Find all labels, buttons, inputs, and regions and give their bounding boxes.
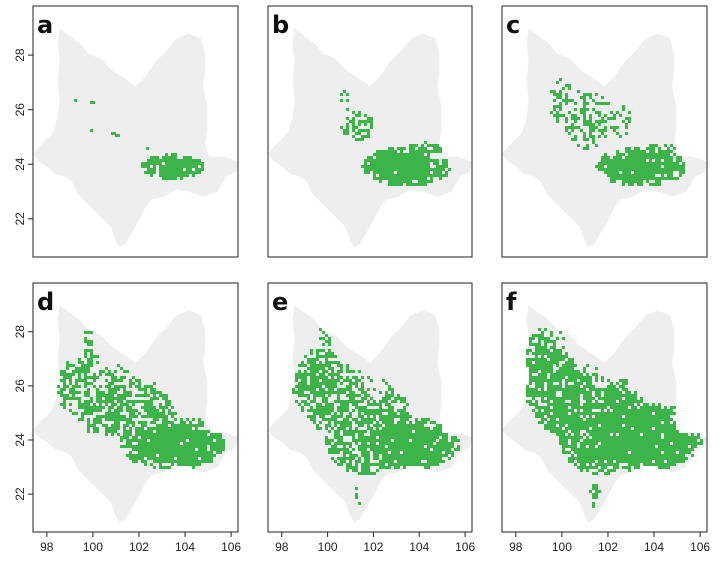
panel-letter-d: d <box>37 288 54 316</box>
panel-letter-a: a <box>37 11 53 39</box>
panel-frame <box>267 5 473 258</box>
x-tick-label: 104 <box>644 540 664 554</box>
habitat-suitability-cells <box>292 328 460 505</box>
y-tick-label: 26 <box>13 103 27 117</box>
panel-letter-f: f <box>506 288 517 316</box>
x-tick-label: 104 <box>175 540 195 554</box>
y-tick-label: 22 <box>13 487 27 501</box>
panel-frame <box>267 282 473 533</box>
panel-letter-b: b <box>272 11 289 39</box>
x-tick-label: 102 <box>598 540 618 554</box>
province-region <box>33 305 238 522</box>
x-tick-label: 100 <box>552 540 572 554</box>
panel-frame <box>501 282 708 533</box>
x-tick-label: 102 <box>129 540 149 554</box>
y-tick-label: 26 <box>13 379 27 393</box>
x-tick-label: 100 <box>83 540 103 554</box>
y-tick-label: 24 <box>13 433 27 447</box>
x-tick-label: 98 <box>275 540 289 554</box>
habitat-suitability-cells <box>74 99 204 180</box>
map-panel-a: a 28 26 24 22 <box>13 5 239 258</box>
x-tick-label: 106 <box>455 540 475 554</box>
panel-frame <box>32 282 239 533</box>
y-tick-label: 22 <box>13 212 27 226</box>
y-tick-label: 24 <box>13 157 27 171</box>
y-tick-label: 28 <box>13 325 27 339</box>
x-tick-label: 102 <box>363 540 383 554</box>
panel-frame <box>32 5 239 258</box>
y-tick-label: 28 <box>13 48 27 62</box>
map-panel-e: e 98 100 102 104 106 <box>267 282 475 554</box>
x-tick-label: 98 <box>509 540 523 554</box>
map-panel-d: d 28 26 24 22 98 100 102 104 106 <box>13 282 241 554</box>
x-tick-label: 106 <box>690 540 710 554</box>
x-tick-label: 100 <box>318 540 338 554</box>
panel-letter-c: c <box>506 11 520 39</box>
panel-frame <box>501 5 708 258</box>
panel-letter-e: e <box>272 288 288 316</box>
x-tick-label: 98 <box>40 540 54 554</box>
habitat-suitability-cells <box>57 331 225 469</box>
habitat-suitability-cells <box>340 90 451 186</box>
province-region <box>33 28 238 247</box>
x-tick-label: 106 <box>221 540 241 554</box>
map-panel-f: f 98 100 102 104 106 <box>501 282 710 554</box>
habitat-suitability-cells <box>550 78 685 186</box>
x-tick-label: 104 <box>409 540 429 554</box>
map-panel-b: b <box>267 5 473 258</box>
habitat-suitability-cells <box>526 328 703 508</box>
map-panel-c: c <box>501 5 708 258</box>
